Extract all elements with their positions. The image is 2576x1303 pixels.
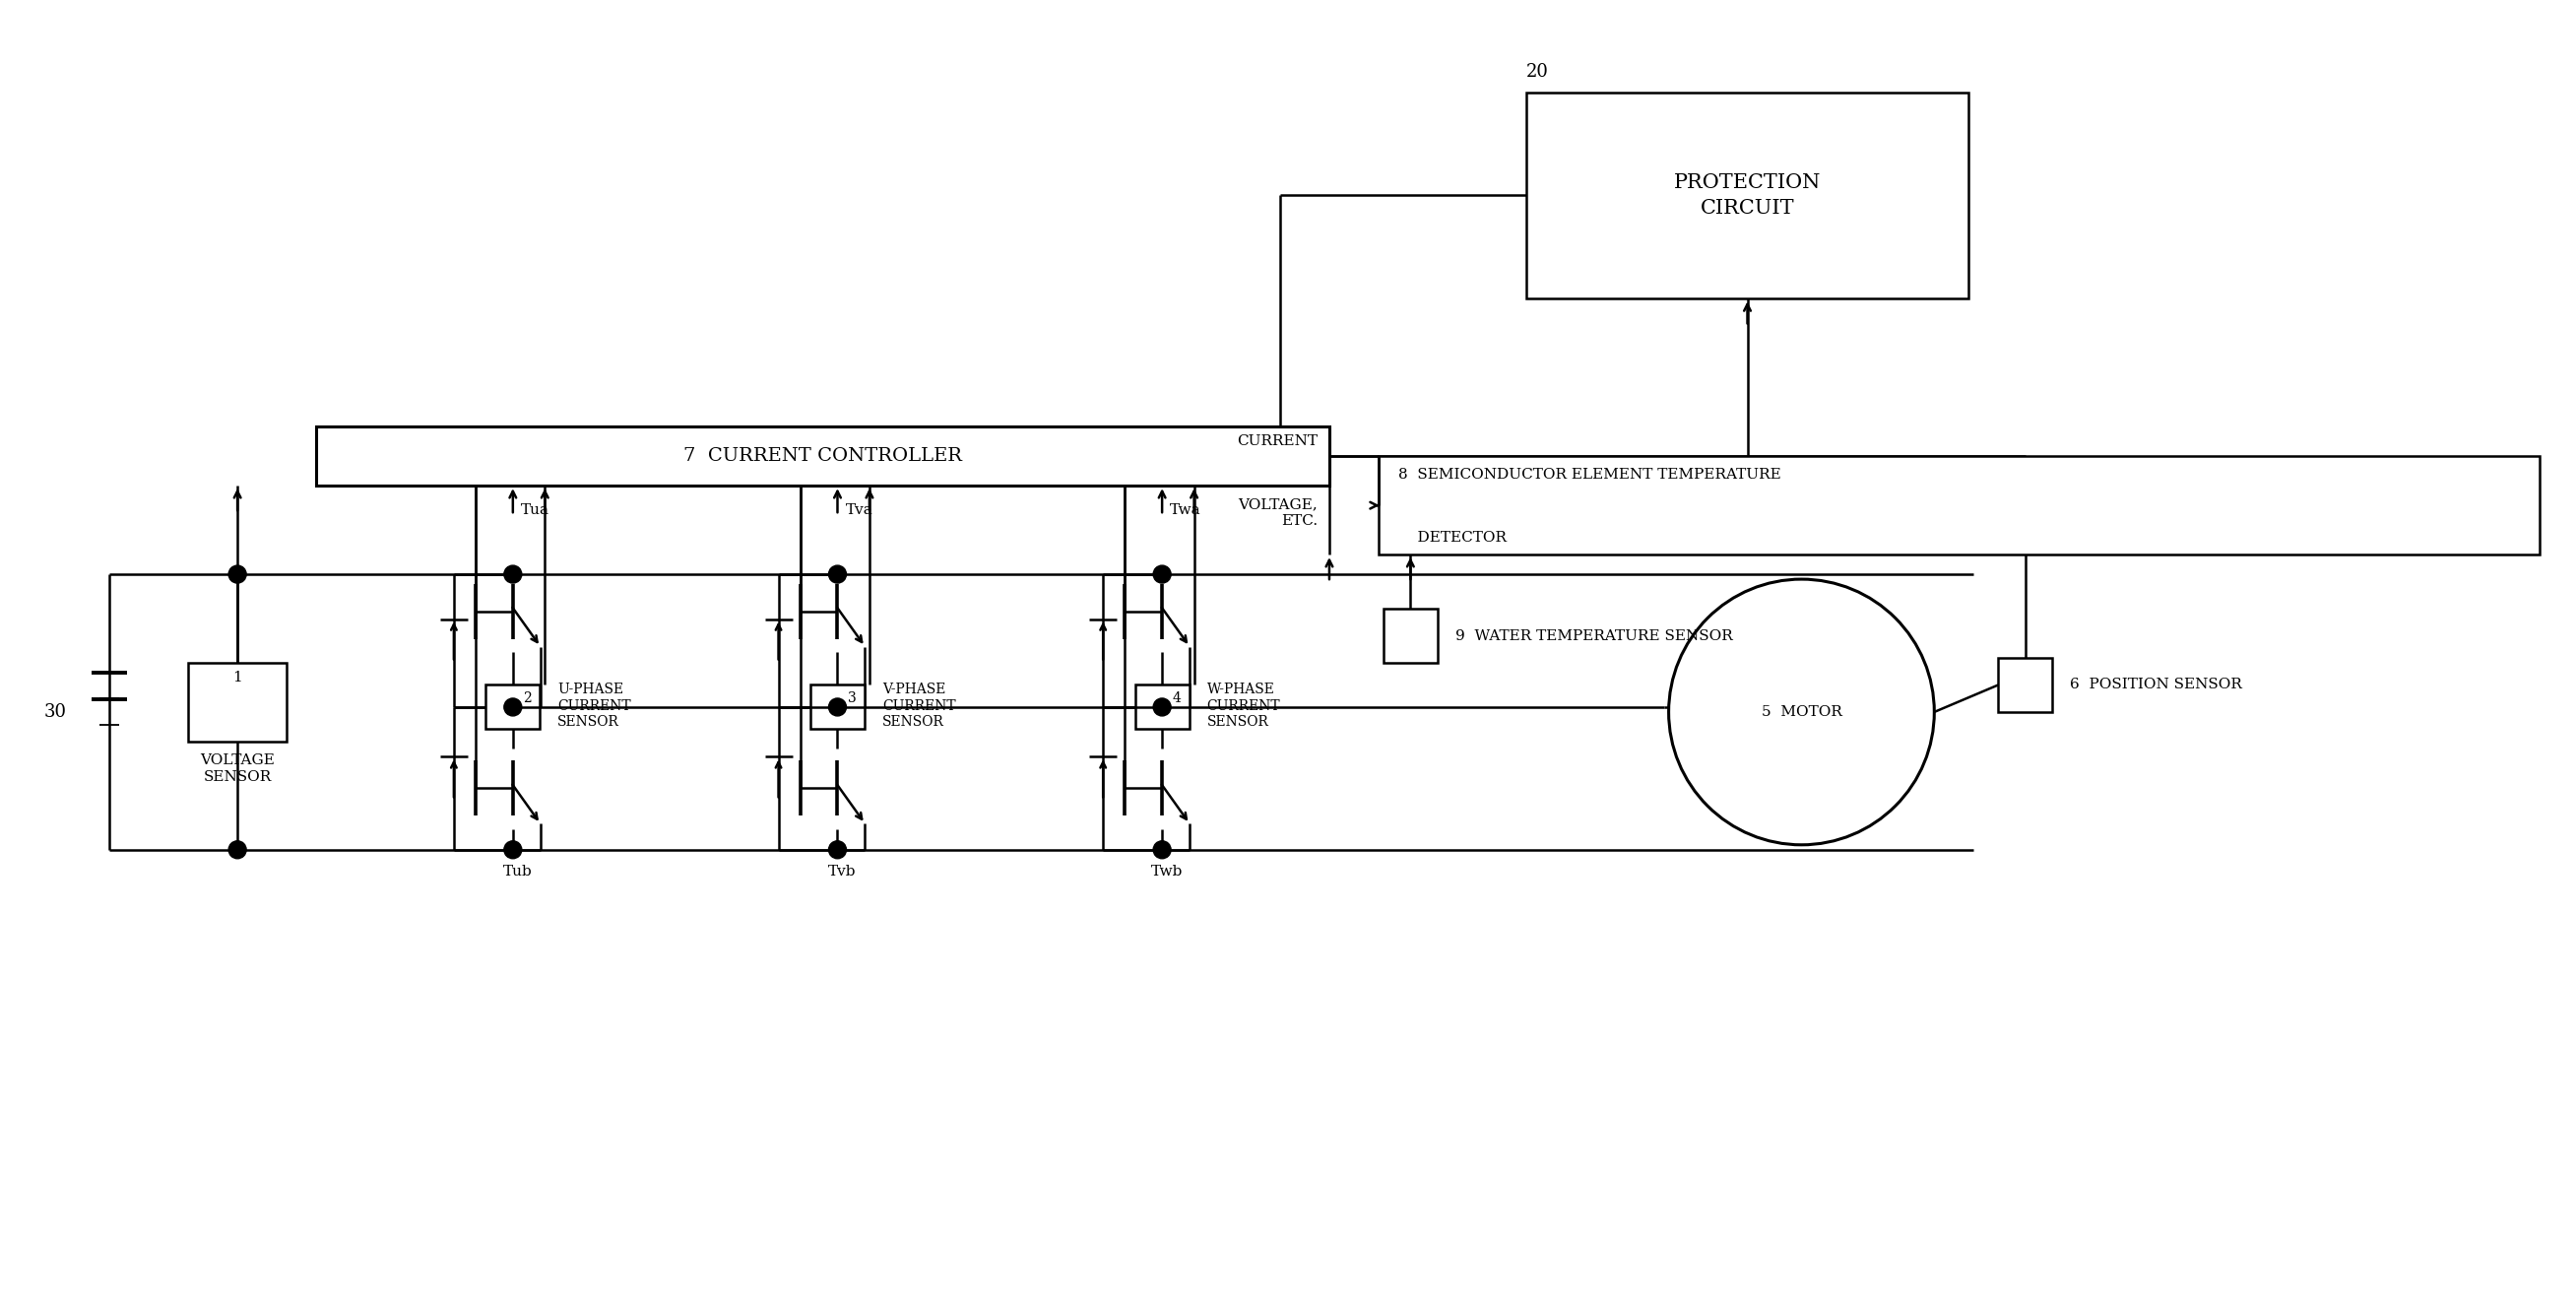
Bar <box>188 663 286 741</box>
Text: 8  SEMICONDUCTOR ELEMENT TEMPERATURE: 8 SEMICONDUCTOR ELEMENT TEMPERATURE <box>1399 468 1780 482</box>
Text: 9  WATER TEMPERATURE SENSOR: 9 WATER TEMPERATURE SENSOR <box>1455 629 1734 642</box>
Text: Tub: Tub <box>502 864 533 878</box>
Text: VOLTAGE,
ETC.: VOLTAGE, ETC. <box>1239 498 1316 528</box>
Circle shape <box>1154 840 1172 859</box>
Circle shape <box>1154 566 1172 584</box>
Bar <box>811 685 866 730</box>
Text: 4: 4 <box>1172 692 1182 706</box>
Circle shape <box>505 840 523 859</box>
Text: W-PHASE
CURRENT
SENSOR: W-PHASE CURRENT SENSOR <box>1206 683 1280 730</box>
Circle shape <box>829 698 848 715</box>
Text: Tua: Tua <box>520 503 549 517</box>
Text: V-PHASE
CURRENT
SENSOR: V-PHASE CURRENT SENSOR <box>881 683 956 730</box>
Text: 3: 3 <box>848 692 858 706</box>
Circle shape <box>229 566 247 584</box>
Bar <box>317 426 1329 486</box>
Bar <box>487 685 541 730</box>
Bar <box>1378 456 2540 555</box>
Text: VOLTAGE
SENSOR: VOLTAGE SENSOR <box>201 753 276 784</box>
Bar <box>1999 658 2053 711</box>
Circle shape <box>505 566 523 584</box>
Text: 5  MOTOR: 5 MOTOR <box>1762 705 1842 719</box>
Text: Tva: Tva <box>845 503 873 517</box>
Bar <box>1525 93 1968 298</box>
Text: PROTECTION
CIRCUIT: PROTECTION CIRCUIT <box>1674 173 1821 218</box>
Text: DETECTOR: DETECTOR <box>1399 530 1507 545</box>
Text: CURRENT: CURRENT <box>1236 434 1316 448</box>
Text: 30: 30 <box>44 704 67 721</box>
Circle shape <box>829 840 848 859</box>
Text: 2: 2 <box>523 692 533 706</box>
Text: 6  POSITION SENSOR: 6 POSITION SENSOR <box>2071 678 2241 692</box>
Text: 20: 20 <box>1525 63 1548 81</box>
Circle shape <box>1154 698 1172 715</box>
Circle shape <box>829 566 848 584</box>
Text: 7  CURRENT CONTROLLER: 7 CURRENT CONTROLLER <box>683 447 961 465</box>
Bar <box>1383 609 1437 663</box>
Text: Tvb: Tvb <box>829 864 855 878</box>
Text: 1: 1 <box>232 671 242 684</box>
Text: Twb: Twb <box>1151 864 1182 878</box>
Circle shape <box>229 840 247 859</box>
Circle shape <box>1669 580 1935 844</box>
Bar <box>1136 685 1190 730</box>
Text: Twa: Twa <box>1170 503 1200 517</box>
Circle shape <box>505 698 523 715</box>
Text: U-PHASE
CURRENT
SENSOR: U-PHASE CURRENT SENSOR <box>556 683 631 730</box>
